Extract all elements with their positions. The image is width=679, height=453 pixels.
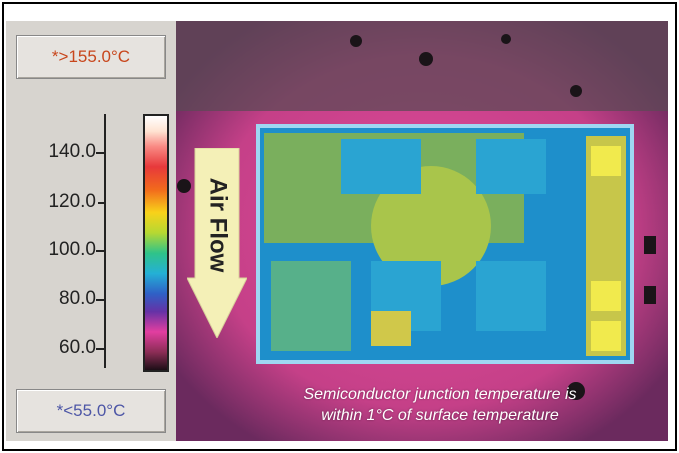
tick-mark-60: [96, 348, 106, 350]
tick-mark-140: [96, 152, 106, 154]
board-connector: [644, 286, 656, 304]
airflow-arrow-icon: [187, 148, 247, 338]
scale-axis-line: [104, 114, 106, 368]
tick-label-80: 80.0: [59, 288, 96, 309]
thermal-image: [176, 21, 668, 441]
airflow-text: Air Flow: [204, 177, 232, 273]
inductor-region: [476, 139, 546, 194]
board-hole: [570, 85, 582, 97]
tick-label-60: 60.0: [59, 337, 96, 358]
hot-capacitor: [591, 321, 621, 351]
tick-label-140: 140.0: [48, 141, 96, 162]
board-hole: [350, 35, 362, 47]
inductor-region: [341, 139, 421, 194]
min-temperature-label: *<55.0°C: [16, 389, 166, 433]
board-hole: [177, 179, 191, 193]
hot-capacitor: [591, 281, 621, 311]
tick-mark-100: [96, 250, 106, 252]
cool-upper-area: [176, 21, 668, 111]
hot-component: [371, 311, 411, 346]
caption-line-1: Semiconductor junction temperature is: [303, 386, 577, 403]
caption-line-2: within 1°C of surface temperature: [321, 407, 559, 424]
airflow-label: Air Flow: [189, 155, 245, 295]
figure-caption: Semiconductor junction temperature is wi…: [230, 384, 650, 426]
component-hotspot: [371, 166, 491, 286]
lower-left-region: [271, 261, 351, 351]
tick-label-100: 100.0: [48, 239, 96, 260]
board-connector: [644, 236, 656, 254]
color-scale-bar: [143, 114, 169, 372]
board-hole: [501, 34, 511, 44]
max-temperature-label: *>155.0°C: [16, 35, 166, 79]
inductor-region: [476, 261, 546, 331]
tick-mark-80: [96, 299, 106, 301]
temperature-scale-panel: *>155.0°C 140.0 120.0 100.0 80.0 60.0 *<…: [6, 21, 177, 441]
tick-label-120: 120.0: [48, 191, 96, 212]
thermal-board-graphic: [176, 21, 668, 441]
board-hole: [419, 52, 433, 66]
tick-mark-120: [98, 202, 106, 204]
hot-capacitor: [591, 146, 621, 176]
board-hole: [567, 382, 585, 400]
